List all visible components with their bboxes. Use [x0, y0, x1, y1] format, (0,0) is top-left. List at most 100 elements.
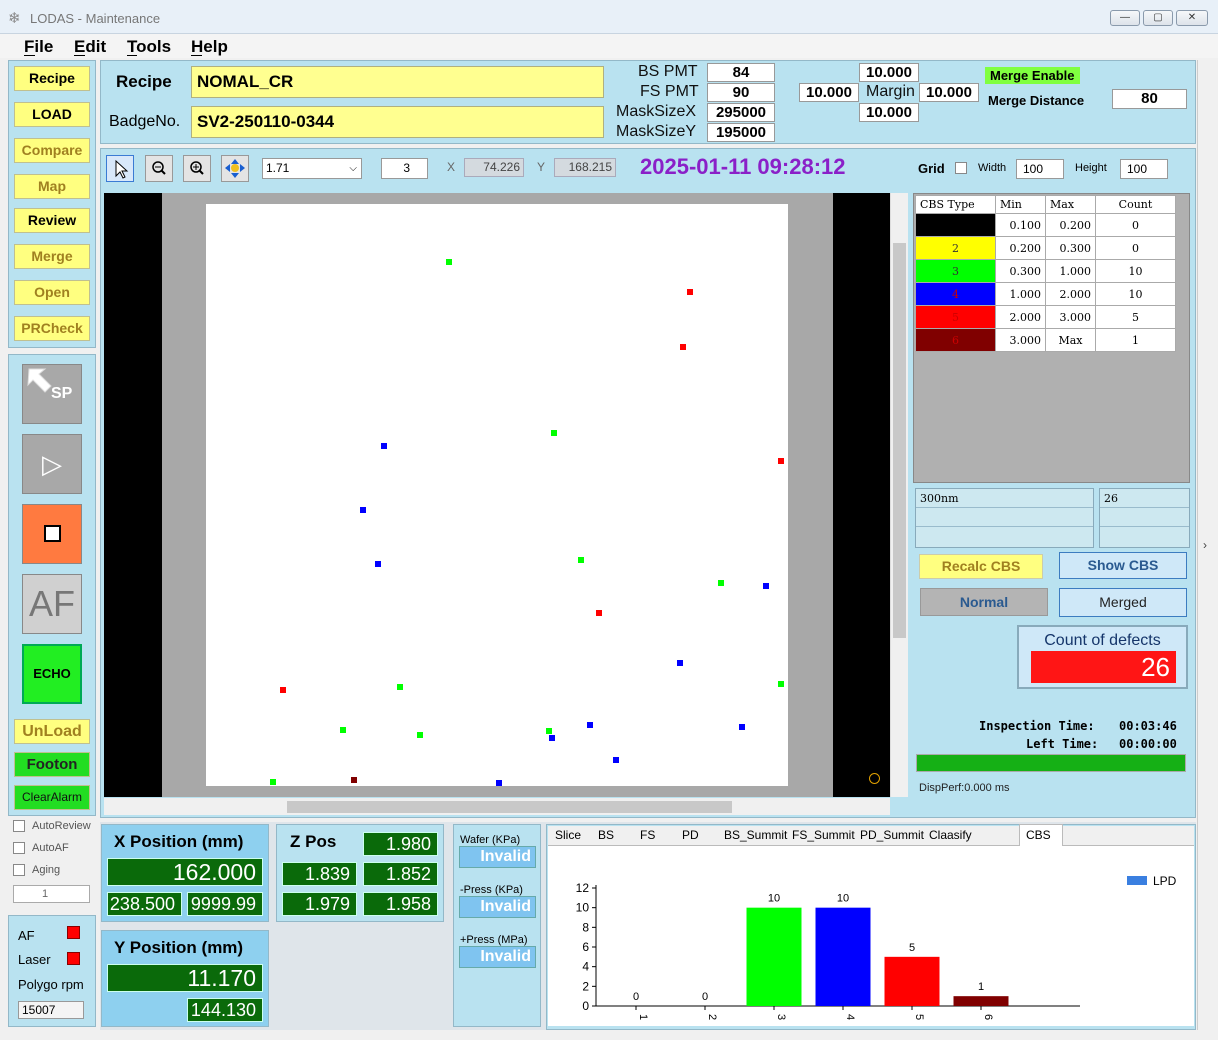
normal-view-button[interactable]: Normal — [920, 588, 1048, 616]
masksizey-value[interactable]: 195000 — [707, 123, 775, 142]
defect-point[interactable] — [718, 579, 725, 586]
menu-edit[interactable]: Edit — [74, 37, 107, 56]
recalc-cbs-button[interactable]: Recalc CBS — [919, 554, 1043, 579]
bs-pmt-value[interactable]: 84 — [707, 63, 775, 82]
load-button[interactable]: LOAD — [14, 102, 90, 127]
defect-point[interactable] — [374, 561, 381, 568]
review-button[interactable]: Review — [14, 208, 90, 233]
defect-point[interactable] — [596, 610, 603, 617]
autoreview-checkbox[interactable] — [13, 820, 25, 832]
maximize-button[interactable]: ▢ — [1143, 10, 1173, 26]
defect-point[interactable] — [587, 722, 594, 729]
defect-point[interactable] — [350, 777, 357, 784]
defect-point[interactable] — [687, 289, 694, 296]
merge-distance-value[interactable]: 80 — [1112, 89, 1187, 109]
grid-width-spinner[interactable]: 100 — [1016, 159, 1064, 179]
menu-tools[interactable]: Tools — [127, 37, 172, 56]
open-button[interactable]: Open — [14, 280, 90, 305]
grid-checkbox[interactable] — [955, 162, 967, 174]
aging-checkbox[interactable] — [13, 864, 25, 876]
clearalarm-button[interactable]: ClearAlarm — [14, 785, 90, 810]
badge-number-field[interactable]: SV2-250110-0344 — [191, 106, 604, 138]
aging-spinner[interactable]: 1 — [13, 885, 90, 903]
defect-point[interactable] — [545, 728, 552, 735]
recipe-name-field[interactable]: NOMAL_CR — [191, 66, 604, 98]
margin-right-field[interactable]: 10.000 — [919, 83, 979, 102]
tab-pd[interactable]: PD — [682, 828, 699, 842]
map-horizontal-scrollbar[interactable] — [104, 798, 890, 815]
footon-button[interactable]: Footon — [14, 752, 90, 777]
tab-fs-summit[interactable]: FS_Summit — [792, 828, 855, 842]
sp-button[interactable]: SP — [22, 364, 82, 424]
defect-point[interactable] — [396, 684, 403, 691]
defect-point[interactable] — [417, 731, 424, 738]
tab-cbs[interactable]: CBS — [1019, 824, 1063, 846]
defect-point[interactable] — [613, 756, 620, 763]
tab-classify[interactable]: Claasify — [929, 828, 972, 842]
echo-button[interactable]: ECHO — [22, 644, 82, 704]
defect-point[interactable] — [380, 442, 387, 449]
menu-file[interactable]: File — [24, 37, 54, 56]
zoom-out-button[interactable] — [145, 155, 173, 182]
merge-button[interactable]: Merge — [14, 244, 90, 269]
defect-point[interactable] — [360, 506, 367, 513]
margin-bottom-field[interactable]: 10.000 — [859, 103, 919, 122]
tab-fs[interactable]: FS — [640, 828, 656, 842]
unload-button[interactable]: UnLoad — [14, 719, 90, 744]
merge-enable-toggle[interactable]: Merge Enable — [985, 67, 1080, 84]
margin-left-field[interactable]: 10.000 — [799, 83, 859, 102]
merged-view-button[interactable]: Merged — [1059, 588, 1187, 617]
defect-point[interactable] — [762, 582, 769, 589]
defect-point[interactable] — [778, 457, 785, 464]
minimize-button[interactable]: — — [1110, 10, 1140, 26]
cbs-col-type: CBS Type — [915, 195, 996, 214]
zoom-select[interactable]: 1.71 ⌵ — [262, 158, 362, 179]
play-button[interactable]: ▷ — [22, 434, 82, 494]
defect-point[interactable] — [679, 344, 686, 351]
autoaf-checkbox[interactable] — [13, 842, 25, 854]
menu-help[interactable]: Help — [191, 37, 228, 56]
tab-slice[interactable]: Slice — [555, 828, 582, 842]
tab-bs-summit[interactable]: BS_Summit — [724, 828, 788, 842]
defect-point[interactable] — [739, 723, 746, 730]
fs-pmt-value[interactable]: 90 — [707, 83, 775, 102]
defect-point[interactable] — [269, 778, 276, 785]
vertical-scroll-thumb[interactable] — [893, 243, 906, 638]
grid-height-spinner[interactable]: 100 — [1120, 159, 1168, 179]
defect-point[interactable] — [676, 659, 683, 666]
cbs-table-row[interactable]: 4 1.000 2.000 10 — [915, 282, 1176, 306]
defect-point[interactable] — [279, 686, 286, 693]
defect-point[interactable] — [549, 735, 556, 742]
defect-point[interactable] — [445, 259, 452, 266]
cbs-table-row[interactable]: 5 2.000 3.000 5 — [915, 305, 1176, 329]
cbs-table-row[interactable]: 6 3.000 Max 1 — [915, 328, 1176, 352]
cbs-table-row[interactable]: 2 0.200 0.300 0 — [915, 236, 1176, 260]
cbs-type-cell: 3 — [915, 259, 996, 283]
zoom-in-button[interactable] — [183, 155, 211, 182]
point-size-spinner[interactable]: 3 — [381, 158, 428, 179]
close-button[interactable]: ✕ — [1176, 10, 1208, 26]
map-vertical-scrollbar[interactable] — [890, 193, 908, 797]
defect-point[interactable] — [340, 726, 347, 733]
cbs-table-row[interactable]: 0.100 0.200 0 — [915, 213, 1176, 237]
stop-button[interactable] — [22, 504, 82, 564]
cbs-table-row[interactable]: 3 0.300 1.000 10 — [915, 259, 1176, 283]
map-button[interactable]: Map — [14, 174, 90, 199]
pointer-tool-button[interactable] — [106, 155, 134, 182]
show-cbs-button[interactable]: Show CBS — [1059, 552, 1187, 579]
defect-point[interactable] — [551, 430, 558, 437]
recipe-button[interactable]: Recipe — [14, 66, 90, 91]
tab-pd-summit[interactable]: PD_Summit — [860, 828, 925, 842]
pan-button[interactable] — [221, 155, 249, 182]
masksizex-value[interactable]: 295000 — [707, 103, 775, 122]
right-collapse-strip[interactable]: › — [1197, 60, 1218, 1030]
af-button[interactable]: AF — [22, 574, 82, 634]
tab-bs[interactable]: BS — [598, 828, 615, 842]
margin-top-field[interactable]: 10.000 — [859, 63, 919, 82]
defect-point[interactable] — [577, 557, 584, 564]
defect-point[interactable] — [778, 680, 785, 687]
compare-button[interactable]: Compare — [14, 138, 90, 163]
horizontal-scroll-thumb[interactable] — [287, 801, 732, 813]
prcheck-button[interactable]: PRCheck — [14, 316, 90, 341]
defect-point[interactable] — [496, 780, 503, 787]
